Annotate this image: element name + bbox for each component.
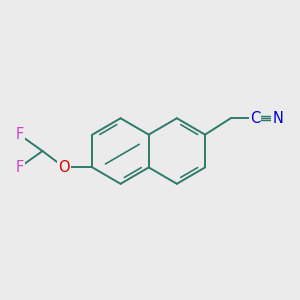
Text: F: F <box>15 160 23 175</box>
Text: F: F <box>15 127 23 142</box>
Text: O: O <box>58 160 70 175</box>
Text: C: C <box>250 111 260 126</box>
Text: N: N <box>273 111 283 126</box>
